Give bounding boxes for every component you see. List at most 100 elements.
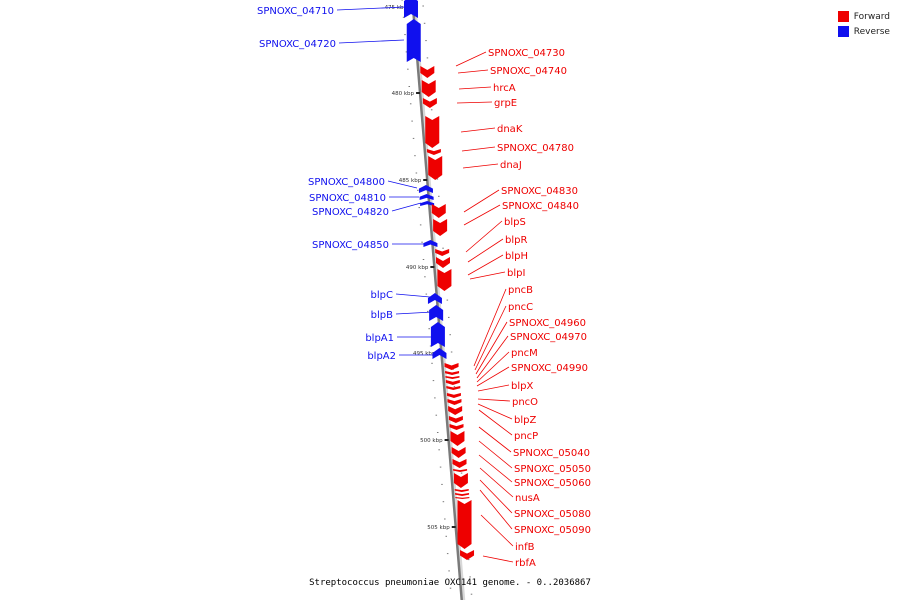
forward-leader [479,489,513,530]
forward-leader [463,204,501,226]
forward-gene [448,416,463,423]
forward-gene [435,257,450,268]
reverse-gene [403,0,418,18]
reverse-leader [336,6,406,11]
forward-leader [469,271,506,280]
forward-gene [448,406,463,415]
forward-gene [453,469,468,472]
forward-leader [479,467,514,498]
reverse-leader [338,39,405,44]
reverse-leader [391,202,422,212]
legend-reverse-label: Reverse [853,26,890,37]
forward-leader [477,398,511,402]
forward-leader [475,321,508,375]
forward-gene-label: infB [515,542,535,553]
forward-gene [444,363,459,370]
forward-gene-label: SPNOXC_04730 [488,48,565,59]
forward-gene [460,550,475,560]
position-label: 500 kbp [420,438,443,444]
forward-gene-label: SPNOXC_04740 [490,66,567,77]
forward-leader [456,101,493,104]
forward-leader [480,514,514,547]
forward-gene-label: blpX [511,381,533,392]
forward-gene [445,371,460,375]
forward-gene-label: pncP [514,431,538,442]
forward-gene [450,431,465,446]
forward-gene-label: dnaK [497,124,523,135]
forward-leader [462,163,499,169]
forward-gene [446,386,461,390]
forward-leader [457,69,489,74]
forward-gene-label: nusA [515,493,540,504]
legend-reverse: Reverse [837,24,890,39]
legend-forward-label: Forward [853,11,890,22]
forward-gene [437,269,452,291]
reverse-leader [395,311,434,315]
forward-leader [478,454,513,483]
forward-leader [477,384,510,392]
reverse-gene-label: blpA2 [367,351,396,362]
legend: Forward Reverse [837,9,890,39]
forward-gene-label: pncB [508,285,533,296]
reverse-gene [432,348,447,359]
forward-leader [476,335,509,379]
forward-gene-label: dnaJ [500,160,522,171]
forward-gene-label: rbfA [515,558,536,569]
position-label: 490 kbp [406,265,429,271]
reverse-gene-label: SPNOXC_04720 [259,39,336,50]
forward-gene-label: SPNOXC_05060 [514,478,591,489]
forward-gene [426,149,441,155]
forward-leader [473,288,507,367]
reverse-gene [420,201,435,206]
reverse-gene-label: SPNOXC_04810 [309,193,386,204]
forward-leader [458,86,492,90]
forward-strand-genes [420,66,475,560]
forward-gene-label: SPNOXC_04970 [510,332,587,343]
forward-gene [428,156,443,180]
forward-gene [422,98,437,108]
forward-gene [445,376,460,379]
reverse-gene [418,185,433,193]
position-label: 505 kbp [427,525,450,531]
forward-gene [449,424,464,430]
forward-gene [452,459,467,468]
forward-leader [477,403,513,420]
forward-gene [425,116,440,148]
label-leader-lines [336,6,514,563]
reverse-gene [423,240,438,247]
forward-leader [478,409,513,436]
reverse-gene [430,322,445,347]
forward-gene-label: pncM [511,348,538,359]
reverse-gene-label: SPNOXC_04850 [312,240,389,251]
forward-leader [478,426,512,453]
forward-gene-label: blpR [505,235,527,246]
forward-gene-label: pncO [512,397,538,408]
forward-leader [465,220,503,253]
forward-gene [457,500,472,549]
forward-gene-label: blpZ [514,415,536,426]
position-label: 480 kbp [392,91,415,97]
reverse-leader [395,293,431,298]
reverse-gene [429,305,444,321]
forward-gene-label: blpS [504,217,526,228]
forward-leader [476,366,510,387]
forward-leader [479,479,513,514]
reverse-gene-label: blpC [371,290,393,301]
forward-leader [467,238,504,263]
forward-gene-label: blpI [507,268,525,279]
forward-gene-label: blpH [505,251,528,262]
map-caption: Streptococcus pneumoniae OXC141 genome. … [309,578,591,588]
forward-gene [453,473,468,488]
forward-gene-label: SPNOXC_04840 [502,201,579,212]
reverse-strand-genes [403,0,447,359]
forward-leader [476,351,510,383]
forward-gene-label: pncC [508,302,533,313]
forward-gene [455,497,470,499]
reverse-gene [419,194,434,200]
forward-leader [463,189,500,213]
forward-leader [461,146,496,152]
reverse-gene-label: blpB [371,310,393,321]
forward-gene-label: SPNOXC_05080 [514,509,591,520]
forward-gene [421,80,436,97]
